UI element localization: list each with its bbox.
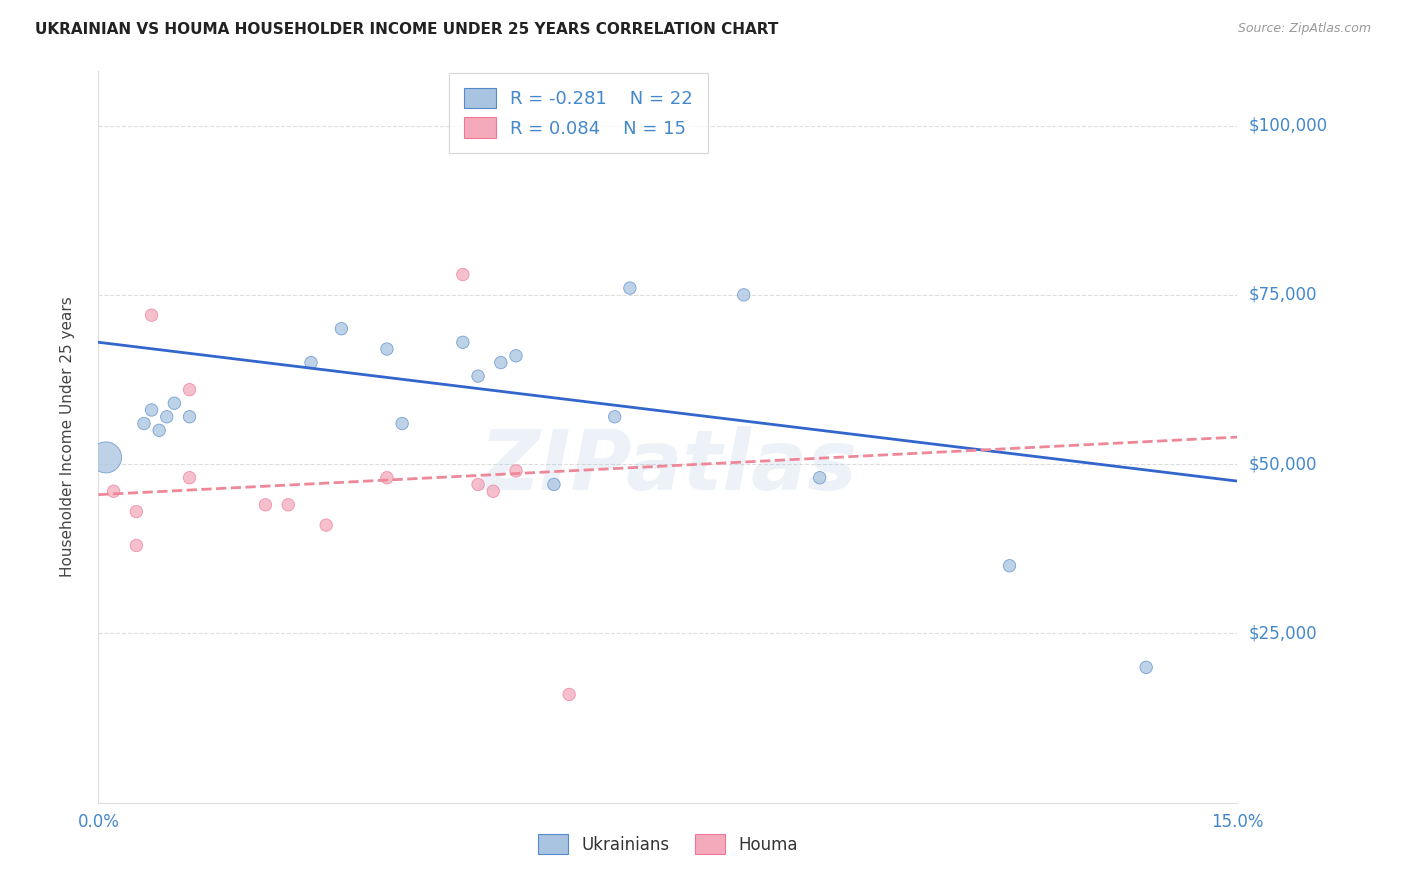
Point — [391, 417, 413, 431]
Text: ZIPatlas: ZIPatlas — [479, 425, 856, 507]
Point — [558, 688, 581, 702]
Point — [467, 369, 489, 384]
Point — [277, 498, 299, 512]
Point — [330, 322, 353, 336]
Point — [179, 471, 201, 485]
Point — [141, 403, 163, 417]
Point — [1135, 660, 1157, 674]
Point — [451, 268, 474, 282]
Point — [156, 409, 179, 424]
Point — [543, 477, 565, 491]
Point — [179, 409, 201, 424]
Point — [808, 471, 831, 485]
Point — [315, 518, 337, 533]
Text: UKRAINIAN VS HOUMA HOUSEHOLDER INCOME UNDER 25 YEARS CORRELATION CHART: UKRAINIAN VS HOUMA HOUSEHOLDER INCOME UN… — [35, 22, 779, 37]
Text: $25,000: $25,000 — [1249, 624, 1317, 642]
Point — [299, 355, 322, 369]
Text: Source: ZipAtlas.com: Source: ZipAtlas.com — [1237, 22, 1371, 36]
Point — [451, 335, 474, 350]
Point — [603, 409, 626, 424]
Point — [505, 349, 527, 363]
Point — [375, 342, 398, 356]
Text: $75,000: $75,000 — [1249, 285, 1317, 304]
Legend: Ukrainians, Houma: Ukrainians, Houma — [531, 828, 804, 860]
Point — [125, 538, 148, 552]
Point — [141, 308, 163, 322]
Point — [132, 417, 155, 431]
Point — [467, 477, 489, 491]
Point — [103, 484, 125, 499]
Point — [148, 423, 170, 437]
Point — [94, 450, 117, 465]
Text: $100,000: $100,000 — [1249, 117, 1327, 135]
Point — [505, 464, 527, 478]
Point — [179, 383, 201, 397]
Point — [375, 471, 398, 485]
Point — [998, 558, 1021, 573]
Point — [489, 355, 512, 369]
Point — [125, 505, 148, 519]
Point — [254, 498, 277, 512]
Point — [619, 281, 641, 295]
Point — [733, 288, 755, 302]
Point — [163, 396, 186, 410]
Y-axis label: Householder Income Under 25 years: Householder Income Under 25 years — [60, 297, 75, 577]
Point — [482, 484, 505, 499]
Text: $50,000: $50,000 — [1249, 455, 1317, 473]
